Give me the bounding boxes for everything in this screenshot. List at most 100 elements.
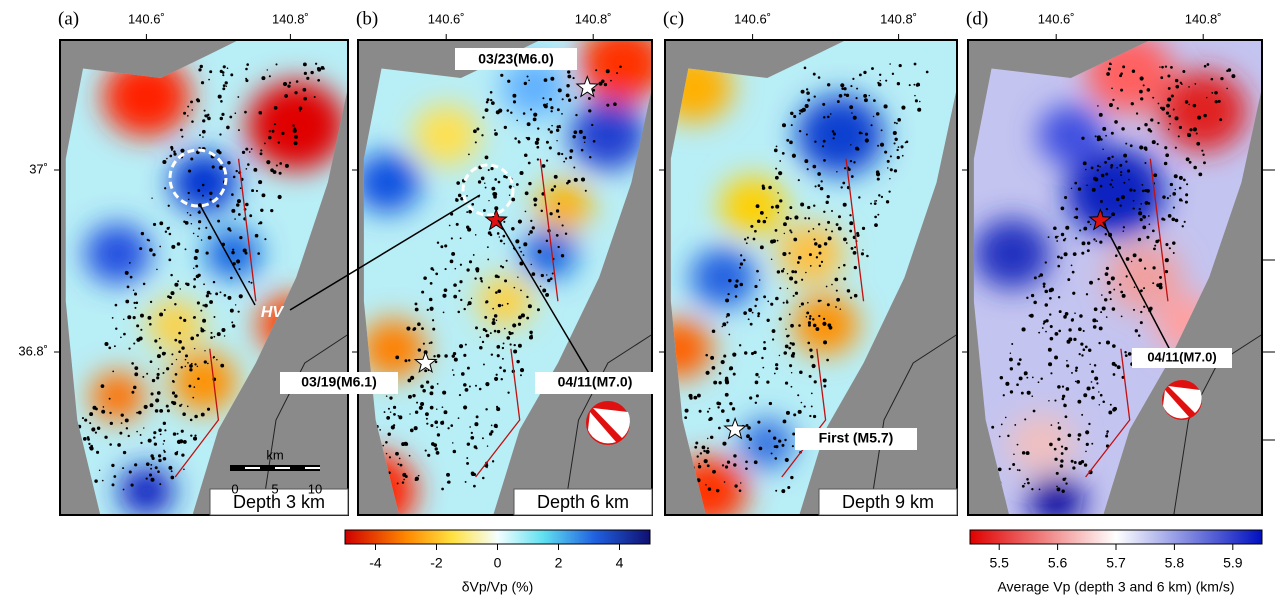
hypocenter <box>499 366 502 369</box>
hypocenter <box>1018 469 1021 472</box>
hypocenter <box>392 405 397 409</box>
hypocenter <box>588 109 592 113</box>
hypocenter <box>231 193 234 196</box>
hypocenter <box>195 264 199 268</box>
hypocenter <box>184 354 189 358</box>
hypocenter <box>723 354 727 358</box>
hypocenter <box>1186 183 1189 186</box>
hypocenter <box>715 488 720 493</box>
hypocenter <box>182 412 186 416</box>
hypocenter <box>1101 306 1106 311</box>
hypocenter <box>200 81 205 85</box>
hypocenter <box>428 342 431 345</box>
hypocenter <box>403 478 405 481</box>
hypocenter <box>430 385 434 390</box>
colorbar-tick-label: 5.9 <box>1223 555 1243 571</box>
hypocenter <box>796 261 800 264</box>
hypocenter <box>193 277 196 281</box>
hypocenter <box>524 210 527 213</box>
hypocenter <box>149 300 153 304</box>
hypocenter <box>501 346 505 350</box>
hypocenter <box>519 374 522 377</box>
hypocenter <box>545 292 550 297</box>
hypocenter <box>547 278 551 283</box>
hypocenter <box>458 289 461 292</box>
hypocenter <box>837 226 842 231</box>
hypocenter <box>518 315 522 320</box>
hypocenter <box>693 395 698 400</box>
hypocenter <box>401 481 405 484</box>
hypocenter <box>493 314 498 318</box>
hypocenter <box>1007 434 1010 438</box>
hypocenter <box>1137 237 1142 242</box>
hypocenter <box>1125 275 1128 278</box>
hypocenter <box>858 131 862 135</box>
hypocenter <box>1121 127 1125 131</box>
hypocenter <box>266 160 271 165</box>
hypocenter <box>320 65 325 70</box>
hypocenter <box>1164 65 1168 68</box>
hypocenter <box>900 145 904 149</box>
hypocenter <box>210 336 213 340</box>
epicenter-star <box>413 350 438 374</box>
hypocenter <box>1153 247 1156 251</box>
hypocenter <box>181 453 185 457</box>
frame <box>357 39 653 516</box>
hypocenter <box>1116 365 1121 370</box>
hypocenter <box>174 282 179 287</box>
hypocenter <box>786 334 789 338</box>
hypocenter <box>777 211 780 214</box>
hypocenter <box>499 265 503 268</box>
hypocenter <box>136 411 139 414</box>
hypocenter <box>699 452 703 455</box>
hypocenter <box>804 103 809 109</box>
hypocenter <box>864 132 869 136</box>
hypocenter <box>1144 189 1148 192</box>
hypocenter <box>463 307 466 311</box>
hypocenter <box>732 352 737 357</box>
hypocenter <box>229 308 234 313</box>
hypocenter <box>558 124 561 127</box>
hypocenter <box>230 276 233 280</box>
hypocenter <box>463 405 468 410</box>
hypocenter <box>725 298 730 303</box>
hypocenter <box>756 269 759 273</box>
hypocenter <box>484 329 488 333</box>
hypocenter <box>775 367 779 371</box>
hypocenter <box>1099 138 1103 141</box>
hypocenter <box>773 445 777 448</box>
hypocenter <box>244 251 248 255</box>
colorbar-tick-label: -2 <box>430 555 443 571</box>
hypocenter <box>817 184 821 187</box>
hypocenter <box>436 426 438 429</box>
hypocenter <box>1032 409 1036 413</box>
hypocenter <box>89 412 94 417</box>
hypocenter <box>1085 442 1089 446</box>
hypocenter <box>245 202 249 207</box>
hypocenter <box>171 363 174 366</box>
hypocenter <box>545 140 549 144</box>
hypocenter <box>1054 399 1057 402</box>
hypocenter <box>550 110 553 113</box>
hypocenter <box>776 270 781 274</box>
hypocenter <box>1085 450 1087 453</box>
hypocenter <box>189 418 193 422</box>
hypocenter <box>1097 105 1099 107</box>
hypocenter <box>820 180 823 183</box>
hypocenter <box>841 87 844 90</box>
hypocenter <box>1090 166 1094 170</box>
panel-label: (b) <box>356 8 378 29</box>
hypocenter <box>853 265 857 270</box>
hypocenter <box>1174 146 1177 149</box>
hypocenter <box>1180 83 1183 86</box>
hypocenter <box>194 414 198 419</box>
hypocenter <box>1133 207 1135 210</box>
hypocenter <box>734 284 739 288</box>
hypocenter <box>567 74 572 79</box>
hypocenter <box>159 408 164 413</box>
hypocenter <box>598 81 603 86</box>
hypocenter <box>244 110 247 114</box>
hypocenter <box>589 156 592 159</box>
hypocenter <box>800 108 804 113</box>
hypocenter <box>1169 195 1171 197</box>
